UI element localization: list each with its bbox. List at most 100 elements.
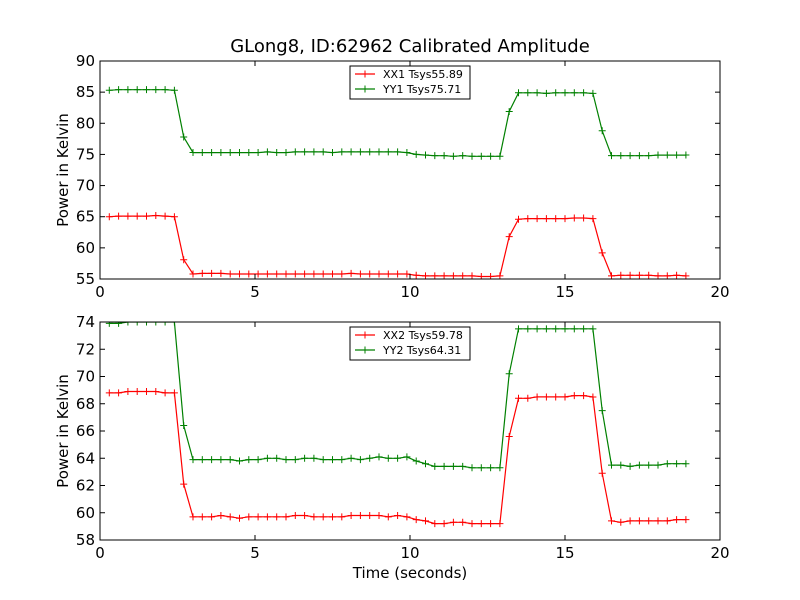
data-point bbox=[356, 456, 364, 464]
chart-title: GLong8, ID:62962 Calibrated Amplitude bbox=[230, 36, 590, 57]
data-point bbox=[403, 149, 411, 157]
x-tick-label: 20 bbox=[710, 544, 729, 562]
data-point bbox=[143, 212, 150, 220]
data-point bbox=[366, 511, 374, 519]
top-chart: 0 5 10 15 20 55 60 65 70 75 80 85 90 Power in Kelvin X… bbox=[54, 52, 730, 301]
data-point bbox=[487, 464, 495, 472]
data-point bbox=[273, 513, 281, 521]
data-point bbox=[505, 233, 513, 241]
data-point bbox=[245, 149, 253, 157]
data-point bbox=[217, 456, 225, 464]
y-tick-label: 75 bbox=[76, 145, 95, 163]
y-tick-label: 60 bbox=[76, 239, 95, 257]
data-point bbox=[412, 516, 420, 524]
data-point bbox=[598, 249, 606, 257]
data-point bbox=[524, 89, 532, 97]
data-point bbox=[208, 269, 216, 277]
data-point bbox=[310, 454, 318, 462]
legend-entry-1: XX2 Tsys59.78 bbox=[355, 329, 463, 342]
data-point bbox=[468, 464, 476, 472]
series-2 bbox=[105, 322, 690, 472]
data-point bbox=[124, 212, 132, 220]
data-point bbox=[561, 215, 569, 223]
data-point bbox=[431, 152, 439, 160]
data-point bbox=[282, 149, 290, 157]
data-point bbox=[356, 270, 364, 278]
data-point bbox=[273, 149, 281, 157]
data-point bbox=[580, 214, 588, 222]
data-point bbox=[282, 456, 290, 464]
data-point bbox=[626, 152, 634, 160]
data-point bbox=[682, 272, 690, 279]
data-point bbox=[115, 322, 123, 327]
data-point bbox=[375, 511, 383, 519]
legend-swatch-marker bbox=[361, 85, 369, 93]
data-point bbox=[356, 148, 364, 156]
data-point bbox=[329, 270, 336, 278]
data-point bbox=[282, 270, 290, 278]
data-point bbox=[273, 270, 281, 278]
data-point bbox=[635, 517, 643, 525]
legend-swatch-marker bbox=[361, 70, 369, 78]
data-point bbox=[542, 215, 550, 223]
data-point bbox=[384, 454, 392, 462]
bottom-chart: 0 5 10 15 20 58 60 62 64 66 68 70 72 74 Power in Kelvi… bbox=[54, 313, 730, 582]
y-axis-label: Power in Kelvin bbox=[54, 113, 72, 227]
data-point bbox=[394, 270, 402, 278]
data-point bbox=[282, 513, 290, 521]
legend-swatch-marker bbox=[361, 331, 369, 339]
y-tick-label: 66 bbox=[76, 422, 95, 440]
data-point bbox=[236, 149, 243, 157]
y-tick-label: 70 bbox=[76, 177, 95, 195]
x-tick-label: 5 bbox=[250, 283, 260, 301]
data-point bbox=[329, 149, 336, 157]
data-point bbox=[533, 215, 541, 223]
data-point bbox=[626, 462, 634, 470]
series-1 bbox=[105, 211, 690, 279]
data-point bbox=[459, 152, 467, 160]
legend-label: XX2 Tsys59.78 bbox=[383, 329, 463, 342]
legend-label: YY2 Tsys64.31 bbox=[382, 344, 461, 357]
data-point bbox=[105, 322, 113, 327]
legend: XX1 Tsys55.89 YY1 Tsys75.71 bbox=[349, 65, 471, 100]
y-tick-label: 60 bbox=[76, 504, 95, 522]
data-point bbox=[468, 152, 476, 160]
data-point bbox=[449, 462, 457, 470]
data-point bbox=[449, 518, 457, 526]
y-tick-label: 64 bbox=[76, 449, 95, 467]
data-point bbox=[198, 269, 206, 277]
data-point bbox=[663, 460, 671, 468]
data-point bbox=[384, 513, 392, 521]
x-tick-label: 10 bbox=[400, 283, 419, 301]
data-point bbox=[133, 387, 141, 395]
data-point bbox=[226, 270, 234, 278]
data-point bbox=[663, 517, 671, 525]
data-point bbox=[366, 454, 374, 462]
data-point bbox=[329, 456, 336, 464]
data-point bbox=[384, 148, 392, 156]
data-point bbox=[598, 407, 606, 415]
data-point bbox=[598, 127, 606, 135]
data-point bbox=[496, 520, 504, 528]
data-point bbox=[645, 152, 653, 160]
y-tick-label: 58 bbox=[76, 531, 95, 549]
legend-entry-2: YY2 Tsys64.31 bbox=[355, 344, 461, 357]
data-point bbox=[682, 460, 690, 468]
data-point bbox=[291, 456, 299, 464]
data-point bbox=[580, 325, 588, 333]
data-point bbox=[152, 211, 160, 219]
data-point bbox=[133, 322, 141, 326]
data-point bbox=[301, 270, 309, 278]
y-tick-label: 55 bbox=[76, 270, 95, 288]
data-point bbox=[449, 152, 457, 160]
data-point bbox=[570, 214, 578, 222]
data-point bbox=[449, 272, 457, 279]
data-point bbox=[254, 270, 262, 278]
data-point bbox=[617, 271, 625, 279]
data-point bbox=[496, 152, 504, 160]
data-point bbox=[347, 511, 355, 519]
data-point bbox=[338, 270, 346, 278]
legend-swatch-marker bbox=[361, 346, 369, 354]
x-tick-label: 10 bbox=[400, 544, 419, 562]
